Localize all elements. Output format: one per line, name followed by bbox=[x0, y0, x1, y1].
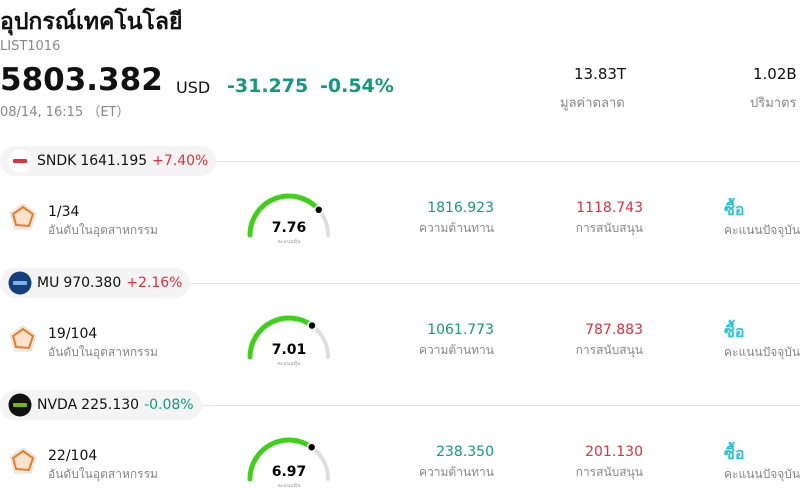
stat-label: มูลค่าตลาด bbox=[560, 96, 625, 111]
rank: 19/104 bbox=[48, 326, 98, 342]
price: 5803.382 bbox=[0, 62, 163, 98]
radar bbox=[11, 327, 35, 350]
separator bbox=[190, 283, 800, 284]
ticker: NVDA bbox=[37, 397, 78, 413]
score: 6.97 bbox=[272, 464, 307, 480]
code: LIST1016 bbox=[0, 39, 61, 54]
support-label: การสนับสนุน bbox=[575, 221, 643, 235]
gauge-dot bbox=[307, 320, 317, 331]
score: 7.76 bbox=[272, 220, 307, 236]
gauge: 7.01 คะแนนหุ้น bbox=[247, 315, 330, 367]
score-label: คะแนนหุ้น bbox=[278, 360, 301, 367]
stock-price: 970.380 bbox=[63, 275, 122, 291]
gauge: 6.97 คะแนนหุ้น bbox=[247, 437, 330, 489]
stock-change: +7.40% bbox=[152, 153, 209, 169]
gauge-dot bbox=[313, 205, 324, 215]
logo bbox=[8, 149, 32, 173]
support-label: การสนับสนุน bbox=[575, 343, 643, 357]
separator bbox=[202, 405, 800, 406]
rank-icon bbox=[9, 203, 37, 230]
stock-pill: SNDK 1641.195 +7.40% bbox=[0, 146, 217, 176]
stat-value: 1.02B bbox=[753, 65, 797, 83]
score-label: คะแนนหุ้น bbox=[278, 238, 301, 245]
support: 201.130 bbox=[585, 444, 643, 460]
currency: USD bbox=[176, 78, 211, 97]
ticker: MU bbox=[37, 275, 60, 291]
ticker: SNDK bbox=[37, 153, 77, 169]
signal: ซื้อ bbox=[724, 444, 745, 463]
change: -31.275 bbox=[227, 75, 309, 97]
signal: ซื้อ bbox=[724, 200, 745, 219]
rank-label: อันดับในอุตสาหกรรม bbox=[48, 223, 158, 237]
signal-label: คะแนนปัจจุบัน bbox=[724, 467, 800, 481]
stat-label: ปริมาตร bbox=[750, 96, 797, 111]
time: 08/14, 16:15 （ET） bbox=[0, 105, 130, 120]
resistance: 238.350 bbox=[436, 444, 494, 460]
resistance-label: ความต้านทาน bbox=[419, 465, 494, 479]
separator bbox=[216, 161, 800, 162]
stock-change: +2.16% bbox=[126, 275, 183, 291]
rank-label: อันดับในอุตสาหกรรม bbox=[48, 345, 158, 359]
rank: 1/34 bbox=[48, 204, 80, 220]
support: 787.883 bbox=[585, 322, 643, 338]
logo-mark bbox=[13, 403, 27, 407]
logo-mark bbox=[13, 281, 27, 285]
resistance: 1061.773 bbox=[427, 322, 494, 338]
gauge-arc bbox=[247, 437, 315, 482]
radar bbox=[11, 449, 35, 472]
logo bbox=[8, 271, 32, 295]
rank-icon bbox=[9, 325, 37, 352]
resistance-label: ความต้านทาน bbox=[419, 343, 494, 357]
gauge-arc bbox=[247, 193, 322, 238]
signal-label: คะแนนปัจจุบัน bbox=[724, 345, 800, 359]
stat-value: 13.83T bbox=[574, 65, 627, 83]
resistance-label: ความต้านทาน bbox=[419, 221, 494, 235]
rank-icon bbox=[9, 447, 37, 474]
rank: 22/104 bbox=[48, 448, 98, 464]
support: 1118.743 bbox=[576, 200, 643, 216]
stock-price: 1641.195 bbox=[80, 153, 148, 169]
logo bbox=[8, 393, 32, 417]
title: อุปกรณ์เทคโนโลยี bbox=[0, 9, 183, 35]
stock-pill: MU 970.380 +2.16% bbox=[0, 268, 191, 298]
gauge-arc bbox=[247, 315, 315, 360]
gauge: 7.76 คะแนนหุ้น bbox=[247, 193, 330, 245]
signal-label: คะแนนปัจจุบัน bbox=[724, 223, 800, 237]
change-pct: -0.54% bbox=[320, 75, 394, 97]
support-label: การสนับสนุน bbox=[575, 465, 643, 479]
gauge-dot bbox=[306, 442, 317, 452]
logo-mark bbox=[13, 159, 27, 163]
signal: ซื้อ bbox=[724, 322, 745, 341]
resistance: 1816.923 bbox=[427, 200, 494, 216]
rank-label: อันดับในอุตสาหกรรม bbox=[48, 467, 158, 481]
score-label: คะแนนหุ้น bbox=[278, 482, 301, 489]
score: 7.01 bbox=[272, 342, 307, 358]
stock-price: 225.130 bbox=[81, 397, 140, 413]
stock-change: -0.08% bbox=[144, 397, 194, 413]
radar bbox=[11, 205, 35, 228]
stock-pill: NVDA 225.130 -0.08% bbox=[0, 390, 202, 420]
